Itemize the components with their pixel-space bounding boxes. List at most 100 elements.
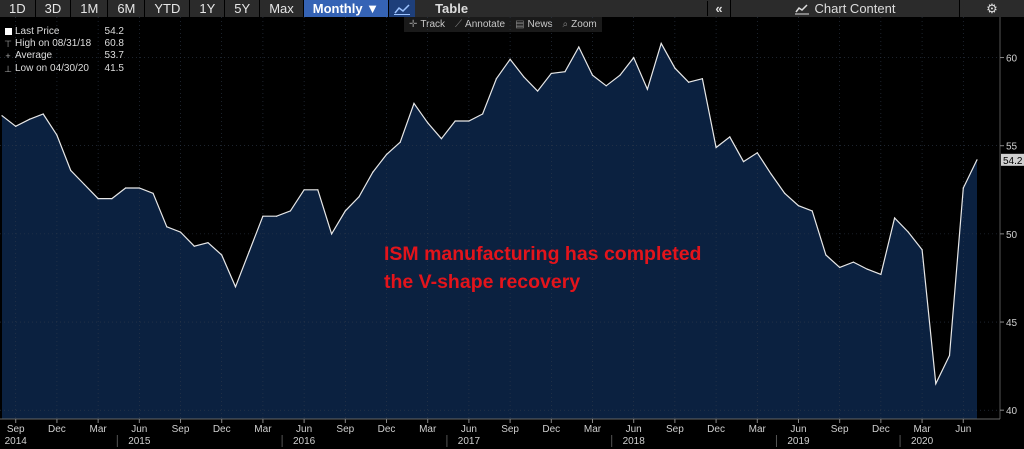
x-tick-label: Sep xyxy=(7,424,25,435)
x-tick-label: Mar xyxy=(419,424,437,435)
data-point xyxy=(289,210,291,212)
data-point xyxy=(852,261,855,263)
data-point xyxy=(756,152,758,154)
data-point xyxy=(221,254,223,256)
chart-content-icon xyxy=(794,3,809,14)
data-point xyxy=(962,187,964,189)
data-point xyxy=(262,215,264,217)
data-point xyxy=(248,250,250,253)
chart-subtools: ✛ Track ⟋ Annotate ▤ News ⌕ Zoom xyxy=(404,17,602,32)
chart-legend: Last Price 54.2 ⊤ High on 08/31/18 60.8 +… xyxy=(4,26,124,75)
data-point xyxy=(56,134,58,136)
zoom-tool[interactable]: ⌕ Zoom xyxy=(558,19,602,30)
annotation-line-1: ISM manufacturing has completed xyxy=(384,243,702,265)
track-tool[interactable]: ✛ Track xyxy=(404,19,450,30)
period-ytd-button[interactable]: YTD xyxy=(145,0,191,17)
data-point xyxy=(880,273,882,276)
data-point xyxy=(591,74,594,76)
data-point xyxy=(482,113,484,115)
x-axis-panel xyxy=(0,419,1024,449)
data-point xyxy=(523,76,525,78)
high-marker-icon: ⊤ xyxy=(4,39,12,50)
x-tick-label: Dec xyxy=(707,424,725,435)
annotate-tool[interactable]: ⟋ Annotate xyxy=(450,19,510,30)
data-point xyxy=(797,205,800,207)
data-point xyxy=(619,74,621,76)
x-tick-label: Jun xyxy=(790,424,806,435)
collapse-chevron-icon[interactable]: « xyxy=(707,1,730,16)
data-point xyxy=(688,81,690,83)
data-point xyxy=(83,183,85,186)
pencil-icon: ⟋ xyxy=(455,19,463,30)
data-point xyxy=(276,215,278,217)
x-year-label: 2014 xyxy=(5,436,28,447)
frequency-dropdown[interactable]: Monthly ▼ xyxy=(303,0,390,17)
legend-row-low: ⊥ Low on 04/30/20 41.5 xyxy=(4,63,124,75)
data-point xyxy=(138,187,140,189)
legend-value: 53.7 xyxy=(104,50,124,62)
data-point xyxy=(358,196,360,198)
data-point xyxy=(207,242,209,244)
data-point xyxy=(440,138,443,140)
legend-value: 41.5 xyxy=(104,62,124,74)
data-point xyxy=(1,115,3,117)
x-year-label: 2015 xyxy=(128,436,151,447)
legend-row-last-price: Last Price 54.2 xyxy=(4,26,124,38)
x-tick-label: Jun xyxy=(131,424,147,435)
data-point xyxy=(495,78,497,80)
x-tick-label: Jun xyxy=(626,424,642,435)
data-point xyxy=(894,217,896,219)
last-price-tag-label: 54.2 xyxy=(1003,156,1023,167)
legend-label: Last Price xyxy=(15,26,60,37)
data-point xyxy=(28,118,31,120)
data-point xyxy=(742,160,745,163)
data-point xyxy=(509,58,511,60)
data-point xyxy=(811,210,813,212)
data-point xyxy=(605,85,607,87)
period-6m-button[interactable]: 6M xyxy=(108,0,146,17)
x-year-label: 2018 xyxy=(623,436,646,447)
table-button[interactable]: Table xyxy=(435,1,469,16)
data-point xyxy=(770,173,772,175)
legend-label: Average xyxy=(15,50,53,62)
data-point xyxy=(317,189,319,191)
period-3d-button[interactable]: 3D xyxy=(36,0,72,17)
y-tick-label: 50 xyxy=(1006,230,1018,241)
x-year-label: 2020 xyxy=(911,436,934,447)
period-1m-button[interactable]: 1M xyxy=(71,0,109,17)
period-1d-button[interactable]: 1D xyxy=(0,0,36,17)
news-tool[interactable]: ▤ News xyxy=(510,19,557,30)
period-max-button[interactable]: Max xyxy=(260,0,304,17)
data-point xyxy=(948,354,951,357)
crosshair-icon: ✛ xyxy=(409,19,418,30)
track-label: Track xyxy=(420,19,446,30)
x-tick-label: Sep xyxy=(501,424,519,435)
data-point xyxy=(976,159,978,161)
x-year-label: 2019 xyxy=(787,436,810,447)
data-point xyxy=(372,171,374,173)
x-tick-label: Mar xyxy=(584,424,602,435)
data-point xyxy=(111,198,113,200)
legend-row-high: ⊤ High on 08/31/18 60.8 xyxy=(4,38,124,50)
area-fill xyxy=(2,43,977,420)
period-5y-button[interactable]: 5Y xyxy=(225,0,261,17)
period-1y-button[interactable]: 1Y xyxy=(190,0,226,17)
data-point xyxy=(427,122,429,124)
x-tick-label: Jun xyxy=(955,424,971,435)
x-tick-label: Jun xyxy=(461,424,477,435)
data-point xyxy=(399,141,401,143)
gear-icon[interactable]: ⚙ xyxy=(986,0,998,16)
y-tick-label: 55 xyxy=(1006,142,1018,153)
data-point xyxy=(729,136,731,138)
x-tick-label: Mar xyxy=(254,424,272,435)
y-axis-panel xyxy=(1000,17,1024,419)
data-point xyxy=(784,192,786,194)
data-point xyxy=(152,192,154,194)
data-point xyxy=(536,90,539,92)
chart-content-button[interactable]: Chart Content xyxy=(730,0,960,17)
x-tick-label: Dec xyxy=(872,424,890,435)
line-chart-icon[interactable] xyxy=(389,0,416,17)
data-point xyxy=(413,102,415,104)
y-tick-label: 45 xyxy=(1006,318,1018,329)
